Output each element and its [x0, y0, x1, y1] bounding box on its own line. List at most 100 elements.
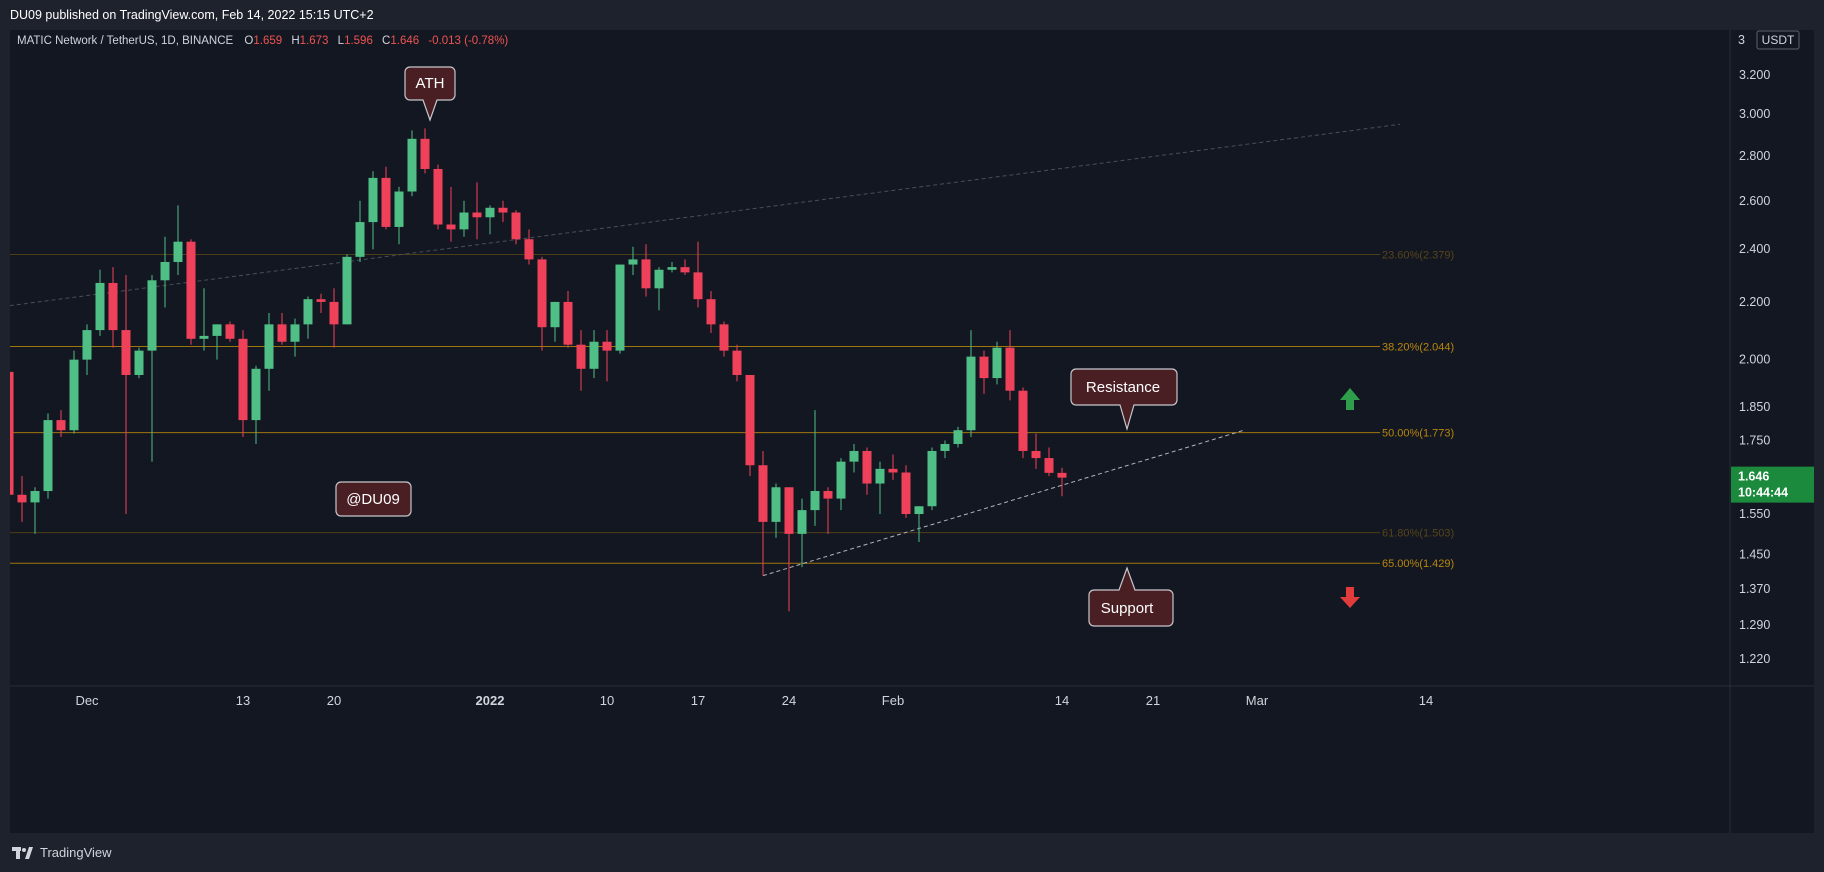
candle[interactable] [576, 330, 586, 391]
candle[interactable] [693, 241, 703, 308]
candle[interactable] [17, 476, 27, 522]
candle[interactable] [43, 413, 53, 499]
candle[interactable] [108, 267, 118, 348]
candle[interactable] [316, 293, 326, 314]
candle[interactable] [355, 200, 365, 262]
trend-line[interactable] [762, 429, 1245, 577]
time-axis[interactable]: Dec 13 20 2022 10 17 24 Feb 14 21 Mar 14 [75, 693, 1433, 708]
resistance-callout[interactable]: Resistance [1070, 368, 1178, 432]
candle[interactable] [537, 256, 547, 351]
candle[interactable] [303, 296, 313, 339]
candle[interactable] [563, 291, 573, 348]
ath-callout[interactable]: ATH [404, 66, 456, 122]
candle[interactable] [238, 330, 248, 438]
candle[interactable] [10, 366, 14, 503]
candle[interactable] [173, 205, 183, 276]
candle[interactable] [381, 166, 391, 230]
candle[interactable] [641, 244, 651, 297]
candle[interactable] [1057, 467, 1067, 497]
candle[interactable] [901, 465, 911, 518]
candle[interactable] [927, 447, 937, 511]
candle[interactable] [602, 330, 612, 382]
candle[interactable] [862, 447, 872, 495]
candlestick-chart[interactable]: 23.60%(2.379) 38.20%(2.044) 50.00%(1.773) 6… [10, 30, 1814, 833]
candle[interactable] [589, 330, 599, 379]
candle[interactable] [628, 246, 638, 276]
candle[interactable] [849, 443, 859, 473]
candle-body [511, 212, 521, 240]
candle[interactable] [56, 410, 66, 438]
candle[interactable] [810, 410, 820, 526]
candle[interactable] [615, 264, 625, 354]
candle-body [719, 324, 729, 351]
candle[interactable] [1005, 330, 1015, 401]
support-callout[interactable]: Support [1088, 566, 1174, 627]
candle[interactable] [550, 301, 560, 342]
candle[interactable] [771, 483, 781, 538]
author-tag[interactable]: @DU09 [335, 481, 412, 517]
candle[interactable] [680, 259, 690, 276]
candle[interactable] [251, 365, 261, 444]
candle[interactable] [407, 130, 417, 197]
candle[interactable] [212, 324, 222, 360]
candle[interactable] [95, 269, 105, 336]
candle[interactable] [342, 254, 352, 325]
candle[interactable] [147, 275, 157, 462]
chart-frame[interactable]: 23.60%(2.379) 38.20%(2.044) 50.00%(1.773) 6… [10, 30, 1814, 833]
candle[interactable] [979, 350, 989, 394]
candle[interactable] [225, 321, 235, 342]
candle[interactable] [1044, 447, 1054, 477]
candle[interactable] [511, 210, 521, 245]
candle[interactable] [875, 461, 885, 515]
candle[interactable] [329, 288, 339, 348]
candle[interactable] [719, 321, 729, 357]
candles-group[interactable] [10, 128, 1067, 612]
candle[interactable] [485, 205, 495, 235]
candle[interactable] [82, 324, 92, 375]
candle[interactable] [368, 171, 378, 250]
candle[interactable] [654, 267, 664, 311]
candle[interactable] [667, 261, 677, 273]
candle[interactable] [69, 350, 79, 434]
candle[interactable] [784, 487, 794, 612]
candle[interactable] [199, 288, 209, 351]
candle[interactable] [433, 164, 443, 230]
fib-retracement-group[interactable]: 23.60%(2.379) 38.20%(2.044) 50.00%(1.773) 6… [10, 250, 1454, 571]
candle[interactable] [953, 426, 963, 448]
tradingview-logo[interactable]: TradingView [12, 845, 112, 860]
candle[interactable] [758, 450, 768, 576]
candle[interactable] [186, 239, 196, 345]
candle[interactable] [498, 200, 508, 223]
trend-lines-group[interactable] [10, 123, 1401, 577]
candle[interactable] [797, 498, 807, 568]
candle[interactable] [888, 454, 898, 480]
candle[interactable] [836, 458, 846, 511]
candle[interactable] [940, 440, 950, 459]
candle-body [43, 420, 53, 492]
trend-line[interactable] [10, 123, 1401, 307]
candle[interactable] [732, 344, 742, 382]
candle[interactable] [134, 347, 144, 379]
candle[interactable] [1031, 433, 1041, 469]
candle[interactable] [446, 186, 456, 242]
candle[interactable] [992, 341, 1002, 385]
candle[interactable] [745, 374, 755, 477]
candle[interactable] [121, 275, 131, 515]
candle[interactable] [524, 229, 534, 265]
candle[interactable] [160, 236, 170, 308]
candle[interactable] [914, 506, 924, 542]
candle[interactable] [394, 186, 404, 245]
candle[interactable] [823, 487, 833, 534]
candle[interactable] [290, 318, 300, 357]
candle[interactable] [277, 313, 287, 345]
candle[interactable] [966, 330, 976, 438]
candle[interactable] [459, 200, 469, 237]
candle[interactable] [706, 291, 716, 333]
currency-selector[interactable]: USDT [1756, 30, 1800, 50]
candle[interactable] [264, 313, 274, 391]
candle[interactable] [30, 487, 40, 534]
candle[interactable] [420, 128, 430, 174]
candle[interactable] [472, 182, 482, 240]
price-axis[interactable]: 3 3.200 3.000 2.800 2.600 2.400 2.200 2.000 1.85… [1738, 33, 1770, 666]
candle[interactable] [1018, 387, 1028, 459]
